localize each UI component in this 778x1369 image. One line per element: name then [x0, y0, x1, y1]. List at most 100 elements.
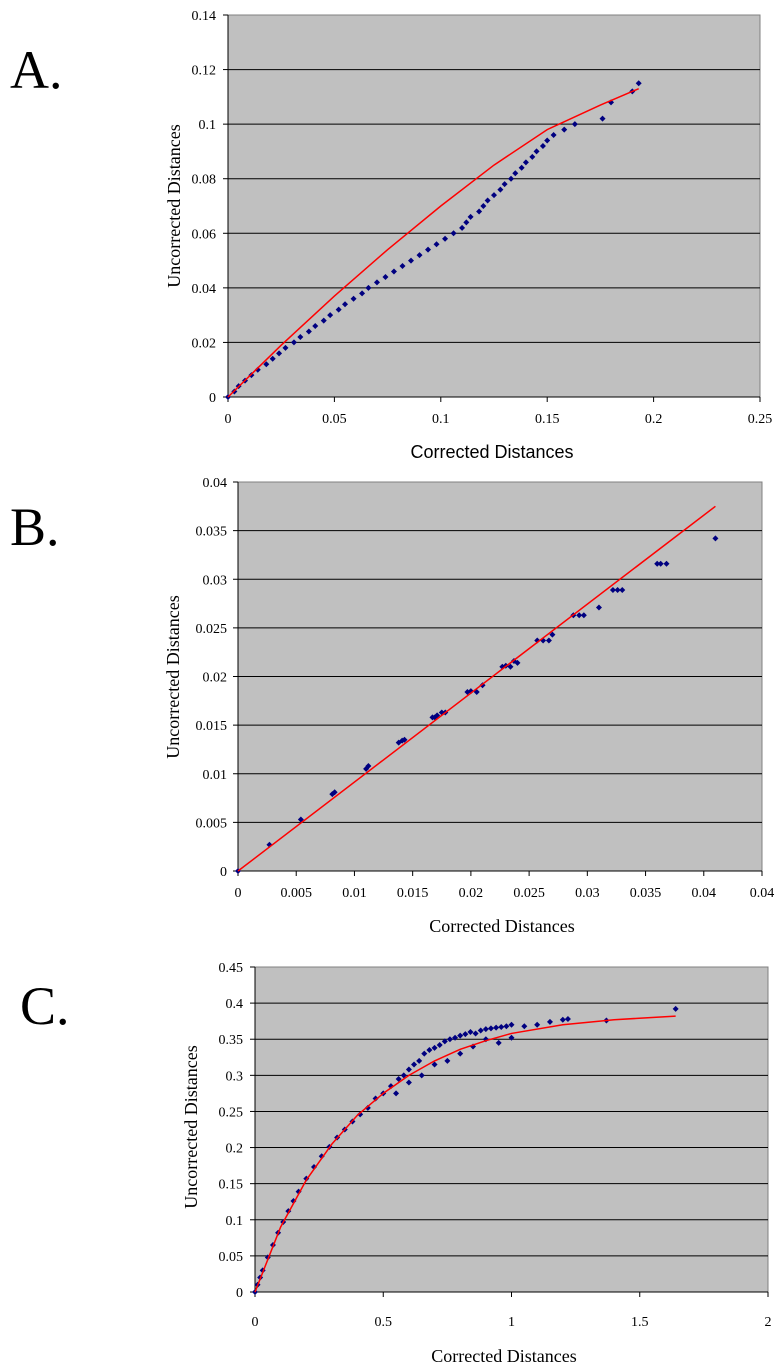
- chart-a-data-point: [442, 235, 449, 242]
- chart-b-data-point: [654, 560, 661, 567]
- chart-b-ytick-label: 0.035: [196, 525, 228, 540]
- chart-c-data-point: [472, 1030, 479, 1037]
- chart-c-data-point: [357, 1111, 364, 1118]
- chart-c-ytick-label: 0.2: [226, 1142, 244, 1157]
- chart-a-data-point: [263, 361, 270, 368]
- chart-c-xtick-label: 1: [508, 1315, 515, 1330]
- chart-c-plot-area: [254, 966, 769, 1293]
- chart-a-data-point: [480, 203, 487, 209]
- chart-a: 0 0.02 0.04 0.06 0.08 0.1 0.12 0.14 0 0.05 0.1 0.15…: [192, 9, 773, 427]
- chart-a-data-point: [459, 224, 466, 231]
- chart-b-xlabel: Corrected Distances: [429, 916, 574, 936]
- chart-c-fit-line: [254, 1015, 676, 1293]
- chart-a-data-point: [342, 301, 349, 308]
- chart-a-data-point: [544, 137, 551, 144]
- chart-c-data-point: [411, 1061, 418, 1068]
- chart-c-data-point: [487, 1025, 494, 1032]
- chart-c-data-point: [395, 1075, 402, 1082]
- chart-b-data-point: [663, 560, 670, 567]
- chart-b-data-point: [545, 637, 552, 644]
- chart-b: 0 0.005 0.01 0.015 0.02 0.025 0.03 0.035 0.04 0 0.…: [196, 476, 775, 901]
- chart-a-data-point: [512, 170, 519, 177]
- chart-a-data-point: [561, 126, 568, 133]
- chart-c-data-point: [493, 1024, 500, 1031]
- chart-a-data-point: [484, 197, 491, 204]
- chart-b-xtick-label: 0.04: [692, 886, 717, 901]
- chart-b-data-point: [580, 612, 587, 619]
- chart-a-xlabel: Corrected Distances: [410, 442, 573, 462]
- chart-a-data-point: [373, 279, 380, 286]
- chart-a-ylabel: Uncorrected Distances: [164, 124, 184, 287]
- chart-b-data-point: [712, 535, 719, 542]
- chart-b-data-point: [576, 612, 583, 619]
- chart-a-xtick-label: 0.05: [322, 412, 347, 427]
- chart-b-xtick-label: 0.035: [630, 886, 662, 901]
- chart-c-data-point: [498, 1023, 505, 1030]
- chart-c-data-point: [467, 1029, 474, 1035]
- chart-c-data-point: [462, 1031, 469, 1038]
- chart-b-data-point: [614, 586, 621, 593]
- chart-c-data-point: [508, 1021, 515, 1028]
- chart-c-ytick-label: 0.4: [226, 997, 244, 1012]
- chart-c-data-point: [416, 1057, 423, 1064]
- chart-a-data-point: [539, 142, 546, 149]
- chart-a-xtick-label: 0.15: [535, 412, 560, 427]
- chart-c-data-point: [444, 1057, 451, 1064]
- chart-a-data-point: [433, 241, 440, 248]
- chart-b-xtick-label: 0.04: [750, 886, 775, 901]
- chart-a-data-point: [290, 339, 297, 346]
- chart-c-data-point: [372, 1095, 379, 1102]
- chart-a-data-point: [327, 312, 334, 319]
- chart-c-xtick-label: 1.5: [631, 1315, 649, 1330]
- chart-a-data-point: [399, 263, 406, 270]
- chart-a-xtick-label: 0.1: [432, 412, 450, 427]
- chart-c-data-point: [318, 1153, 325, 1160]
- chart-a-xtick-label: 0.25: [748, 412, 773, 427]
- chart-b-ytick-label: 0.005: [196, 816, 228, 831]
- chart-a-data-point: [276, 350, 283, 357]
- chart-a-ytick-label: 0.08: [192, 173, 217, 188]
- chart-a-ytick-label: 0.12: [192, 64, 217, 79]
- chart-a-ytick-label: 0: [209, 391, 216, 406]
- chart-a-data-point: [533, 148, 540, 155]
- chart-a-data-point: [529, 153, 536, 160]
- chart-a-xtick-label: 0: [225, 412, 232, 427]
- chart-a-data-point: [297, 333, 304, 340]
- chart-a-ytick-label: 0.14: [192, 9, 217, 24]
- chart-b-ytick-label: 0.03: [203, 573, 228, 588]
- chart-a-data-point: [501, 181, 508, 188]
- chart-b-data-point: [365, 762, 372, 769]
- chart-c-data-point: [405, 1079, 412, 1086]
- chart-a-data-point: [320, 317, 327, 324]
- chart-c-ytick-label: 0.35: [219, 1033, 244, 1048]
- chart-a-data-point: [408, 257, 415, 264]
- chart-c-ytick-label: 0.15: [219, 1178, 244, 1193]
- chart-c-data-point: [418, 1072, 425, 1079]
- chart-b-xtick-label: 0.015: [397, 886, 429, 901]
- chart-b-xtick-label: 0.01: [342, 886, 367, 901]
- chart-b-data-point: [549, 631, 556, 638]
- chart-c-data-point: [441, 1038, 448, 1045]
- chart-a-plot-area: [227, 14, 761, 398]
- chart-c-data-point: [546, 1018, 553, 1025]
- chart-c-data-point: [559, 1016, 566, 1023]
- chart-c-data-point: [457, 1050, 464, 1057]
- chart-a-data-point: [305, 328, 312, 335]
- chart-b-data-point: [331, 789, 338, 796]
- chart-a-data-point: [599, 115, 606, 122]
- chart-a-data-point: [254, 366, 261, 373]
- chart-c-data-point: [431, 1044, 438, 1051]
- chart-b-ytick-label: 0: [220, 865, 227, 880]
- chart-a-data-point: [365, 284, 372, 291]
- chart-a-data-point: [467, 213, 474, 220]
- chart-c-xtick-label: 2: [765, 1315, 772, 1330]
- chart-b-xtick-label: 0.02: [459, 886, 484, 901]
- chart-c-ylabel: Uncorrected Distances: [181, 1045, 201, 1208]
- chart-a-data-point: [425, 246, 432, 253]
- panel-label-c: C.: [20, 976, 70, 1036]
- chart-c-data-point: [405, 1066, 412, 1073]
- chart-c-data-point: [495, 1039, 502, 1046]
- chart-c-ytick-label: 0.45: [219, 961, 244, 976]
- chart-b-xtick-label: 0.025: [513, 886, 545, 901]
- chart-c-data-point: [400, 1072, 407, 1079]
